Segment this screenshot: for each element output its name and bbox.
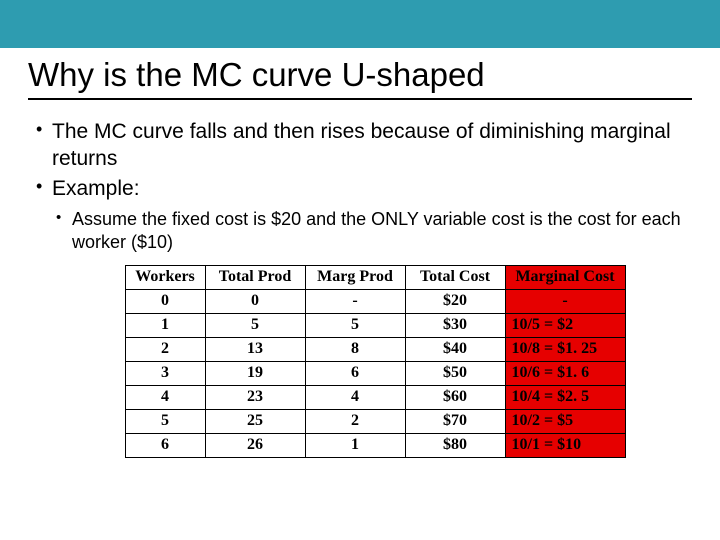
- table-cell: 3: [125, 361, 205, 385]
- table-cell: 0: [125, 289, 205, 313]
- sub-bullet-item: Assume the fixed cost is $20 and the ONL…: [56, 208, 692, 255]
- table-cell: $80: [405, 433, 505, 457]
- table-header-cell: Marginal Cost: [505, 265, 625, 289]
- table-row: 2138$4010/8 = $1. 25: [125, 337, 625, 361]
- table-cell: 2: [125, 337, 205, 361]
- table-cell: 10/1 = $10: [505, 433, 625, 457]
- table-body: 00-$20-155$3010/5 = $22138$4010/8 = $1. …: [125, 289, 625, 457]
- table-cell: 8: [305, 337, 405, 361]
- table-row: 5252$7010/2 = $5: [125, 409, 625, 433]
- table-row: 3196$5010/6 = $1. 6: [125, 361, 625, 385]
- table-cell: 0: [205, 289, 305, 313]
- bullet-item: The MC curve falls and then rises becaus…: [34, 118, 692, 173]
- title-underline: [28, 98, 692, 100]
- table-cell: -: [305, 289, 405, 313]
- top-accent-bar: [0, 0, 720, 48]
- slide-title: Why is the MC curve U-shaped: [28, 56, 692, 94]
- table-cell: 5: [305, 313, 405, 337]
- table-cell: 6: [305, 361, 405, 385]
- table-container: WorkersTotal ProdMarg ProdTotal CostMarg…: [28, 265, 692, 458]
- table-cell: $30: [405, 313, 505, 337]
- table-cell: 6: [125, 433, 205, 457]
- table-cell: 5: [205, 313, 305, 337]
- sub-bullets: Assume the fixed cost is $20 and the ONL…: [28, 208, 692, 255]
- table-cell: 10/8 = $1. 25: [505, 337, 625, 361]
- table-cell: 23: [205, 385, 305, 409]
- bullet-item: Example:: [34, 175, 692, 202]
- table-cell: $20: [405, 289, 505, 313]
- table-cell: 13: [205, 337, 305, 361]
- table-cell: $70: [405, 409, 505, 433]
- table-cell: 1: [305, 433, 405, 457]
- table-header-row: WorkersTotal ProdMarg ProdTotal CostMarg…: [125, 265, 625, 289]
- table-cell: 10/6 = $1. 6: [505, 361, 625, 385]
- table-cell: 4: [305, 385, 405, 409]
- table-cell: -: [505, 289, 625, 313]
- table-row: 00-$20-: [125, 289, 625, 313]
- table-row: 155$3010/5 = $2: [125, 313, 625, 337]
- table-cell: 25: [205, 409, 305, 433]
- table-cell: $50: [405, 361, 505, 385]
- table-cell: 19: [205, 361, 305, 385]
- table-header-cell: Total Prod: [205, 265, 305, 289]
- table-cell: 2: [305, 409, 405, 433]
- table-row: 4234$6010/4 = $2. 5: [125, 385, 625, 409]
- table-cell: $60: [405, 385, 505, 409]
- table-header-cell: Marg Prod: [305, 265, 405, 289]
- table-cell: 1: [125, 313, 205, 337]
- table-header-cell: Total Cost: [405, 265, 505, 289]
- table-cell: $40: [405, 337, 505, 361]
- slide-content: Why is the MC curve U-shaped The MC curv…: [0, 48, 720, 458]
- table-cell: 4: [125, 385, 205, 409]
- table-row: 6261$8010/1 = $10: [125, 433, 625, 457]
- table-header-cell: Workers: [125, 265, 205, 289]
- table-cell: 10/4 = $2. 5: [505, 385, 625, 409]
- table-cell: 26: [205, 433, 305, 457]
- table-cell: 10/2 = $5: [505, 409, 625, 433]
- table-cell: 5: [125, 409, 205, 433]
- mc-table: WorkersTotal ProdMarg ProdTotal CostMarg…: [125, 265, 626, 458]
- main-bullets: The MC curve falls and then rises becaus…: [28, 118, 692, 202]
- table-cell: 10/5 = $2: [505, 313, 625, 337]
